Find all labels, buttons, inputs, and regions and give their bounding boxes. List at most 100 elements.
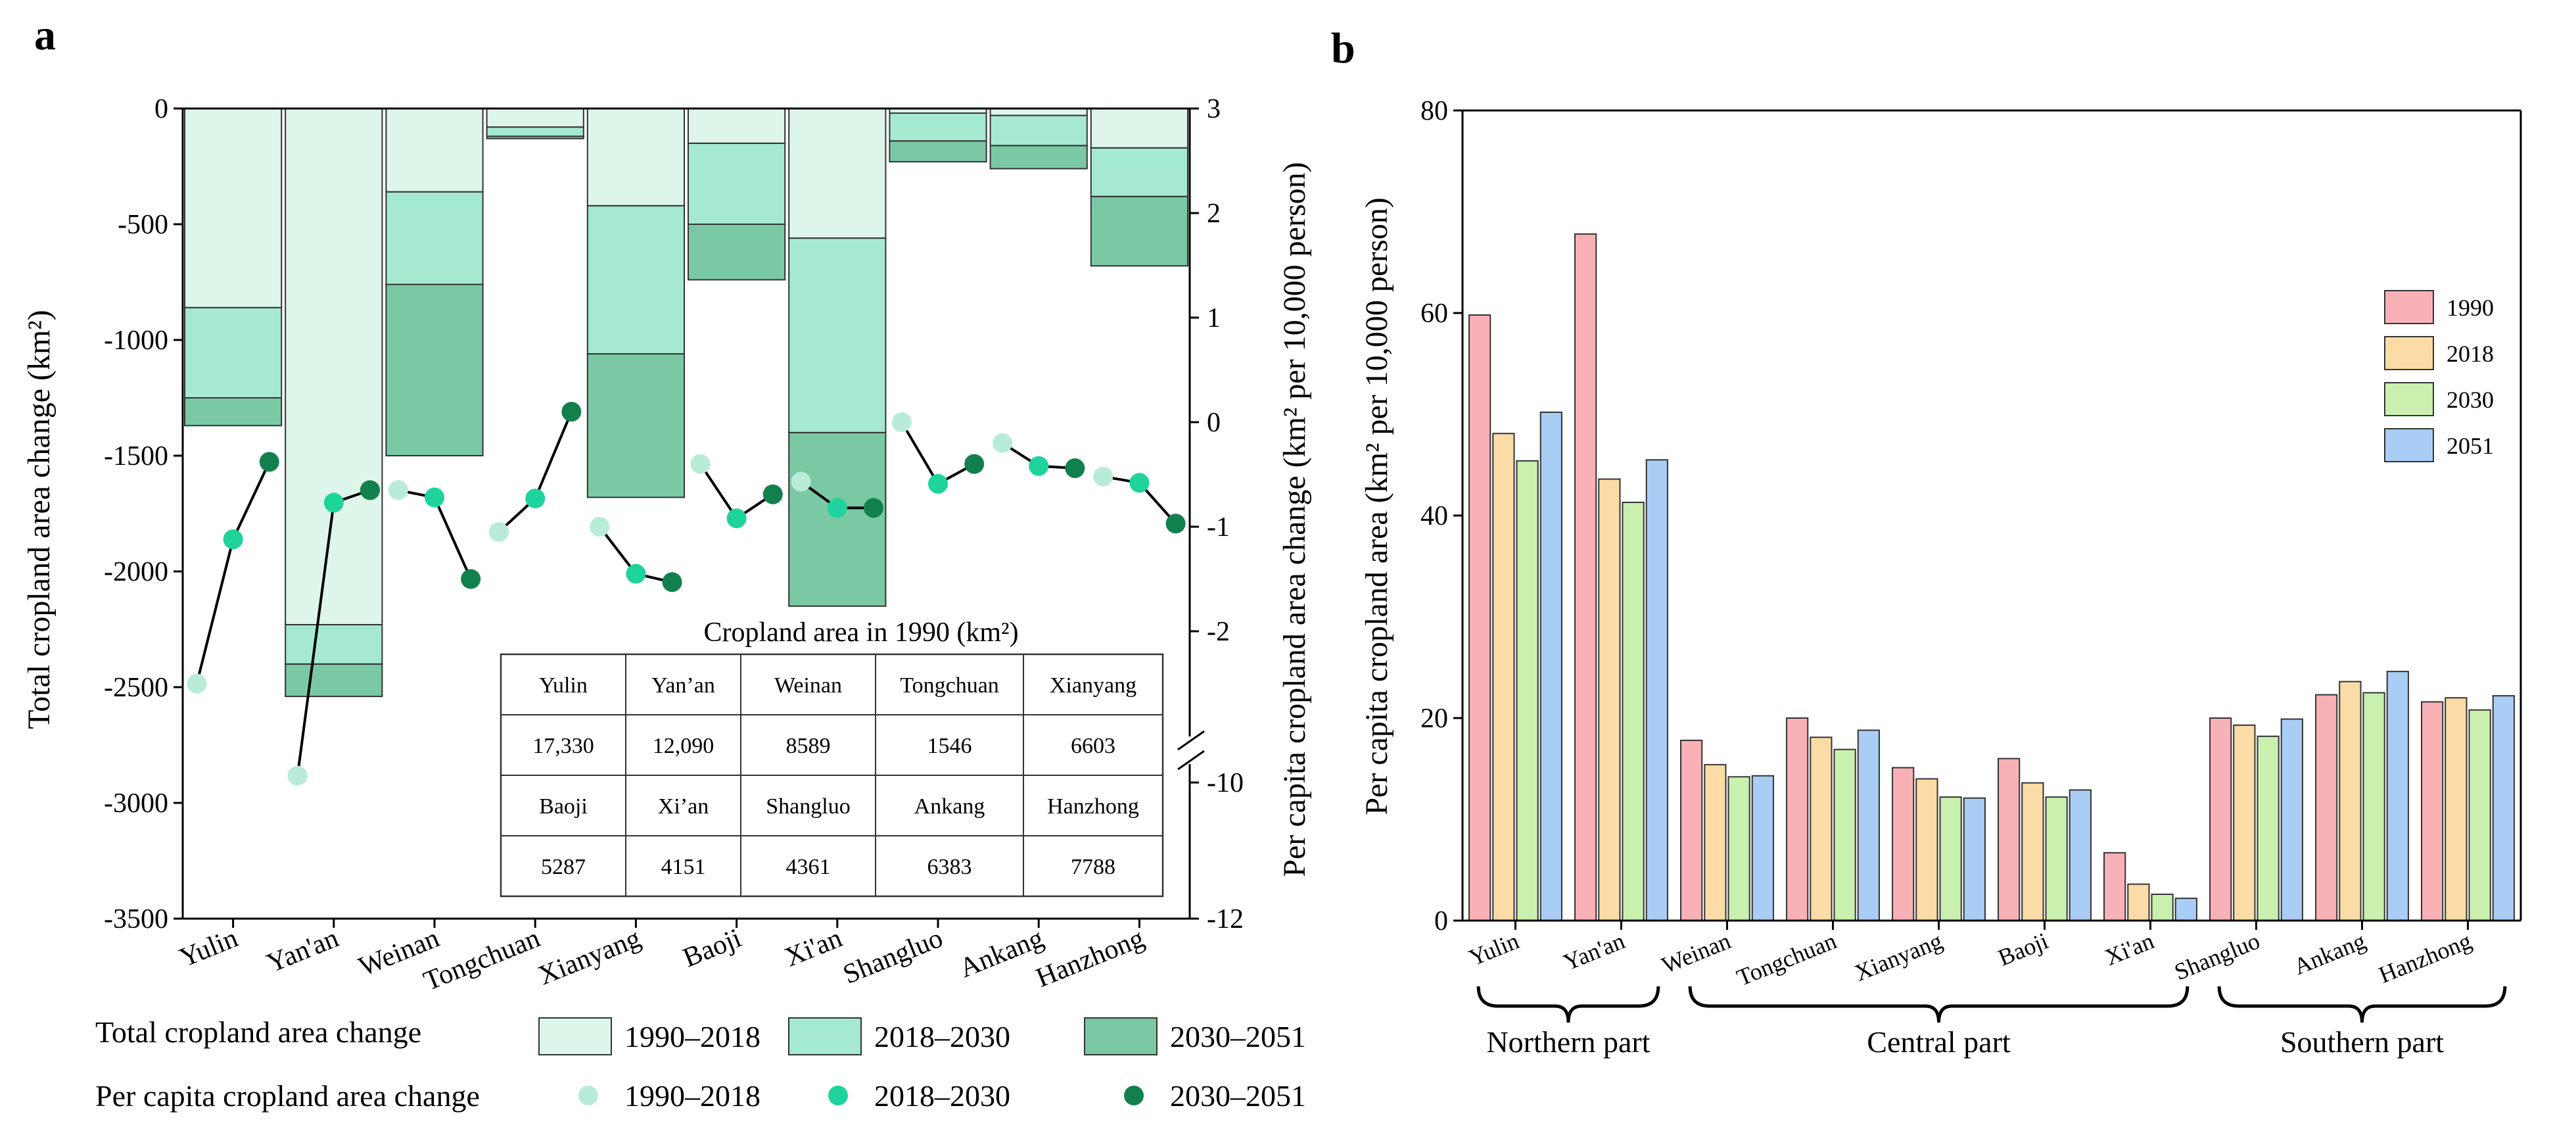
inset-table-cell: Yan’an <box>651 673 715 698</box>
bar-weinan-2030 <box>1727 776 1750 921</box>
bar-hanzhong-2051 <box>2492 695 2515 921</box>
bar-tongchuan-2051 <box>1857 729 1880 921</box>
bar-xianyang-2051 <box>1963 797 1986 922</box>
legend-bar-swatch-2018-2030 <box>788 1017 862 1055</box>
legend-bar-swatch-1990-2018 <box>538 1017 612 1055</box>
bar-xianyang-1990 <box>1892 767 1915 921</box>
group-label-southern-part: Southern part <box>2280 1025 2444 1059</box>
legend-bars-title: Total cropland area change <box>95 1015 421 1049</box>
bar-weinan-1990-2018 <box>385 108 484 193</box>
bar-hanzhong-1990-2018 <box>1090 108 1189 149</box>
inset-table-cell: 4361 <box>786 855 831 879</box>
inset-table-cell: 1546 <box>927 734 972 758</box>
b-x-tick-label: Ankang <box>2290 927 2370 980</box>
bar-xi-an-2051 <box>2174 898 2197 921</box>
a-y-tick-label: -2500 <box>104 673 168 703</box>
dot-hanzhong-2018-2030 <box>1129 473 1150 493</box>
axis-break-mark <box>1177 730 1205 751</box>
legend-swatch-2018 <box>2384 336 2434 370</box>
dot-hanzhong-1990-2018 <box>1093 466 1113 487</box>
inset-table-cell: Xianyang <box>1050 673 1136 698</box>
dot-baoji-1990-2018 <box>690 454 711 474</box>
legend-dot-swatch-2030-2051 <box>1124 1086 1144 1105</box>
inset-table-cell: 17,330 <box>532 734 594 758</box>
bar-xianyang-2018 <box>1915 778 1938 922</box>
bar-yulin-2030 <box>1516 460 1539 921</box>
bar-baoji-2051 <box>2069 789 2092 921</box>
b-x-tick-label: Tongchuan <box>1733 927 1840 991</box>
inset-table-cell: Xi’an <box>658 794 709 819</box>
legend-swatch-1990 <box>2384 290 2434 324</box>
per-capita-line-yulin <box>195 461 271 684</box>
panel-a-chart: Cropland area in 1990 (km²) Yulin Yan’an W… <box>22 94 1312 1113</box>
bar-hanzhong-1990 <box>2421 701 2444 921</box>
bar-xi-an-2030-2051 <box>788 431 887 607</box>
dot-yulin-2018-2030 <box>223 529 243 550</box>
a-x-tick-label: Yulin <box>176 923 243 974</box>
bar-yan-an-2030-2051 <box>285 663 383 698</box>
bar-yan-an-1990 <box>1574 233 1597 921</box>
a-x-tick-label: Shangluo <box>839 923 947 990</box>
per-capita-line-tongchuan <box>498 411 573 533</box>
b-y-tick-label: 40 <box>1420 501 1448 531</box>
bar-yan-an-2051 <box>1645 459 1668 921</box>
bar-xi-an-1990-2018 <box>788 108 887 239</box>
dot-yulin-2030-2051 <box>259 452 279 472</box>
bar-xi-an-2030 <box>2151 893 2174 921</box>
bar-baoji-2030-2051 <box>688 224 786 281</box>
a-y-tick-label: 0 <box>154 94 168 124</box>
dot-xi-an-2030-2051 <box>863 498 883 518</box>
b-bars-layer <box>1468 233 2515 922</box>
legend-label-2051: 2051 <box>2447 433 2494 459</box>
b-x-tick-label: Baoji <box>1994 927 2051 971</box>
dot-weinan-2030-2051 <box>461 569 481 589</box>
a-y2-tick-label: -1 <box>1207 512 1230 542</box>
b-x-tick-label: Shangluo <box>2170 927 2263 985</box>
dot-yan-an-2018-2030 <box>323 493 344 513</box>
inset-table: Cropland area in 1990 (km²) Yulin Yan’an W… <box>500 617 1164 898</box>
bar-tongchuan-2018-2030 <box>486 126 584 137</box>
a-dots-layer <box>187 402 1186 786</box>
a-y-tick-label: -3000 <box>104 788 168 819</box>
dot-weinan-2018-2030 <box>425 487 444 508</box>
b-legend: 1990 2018 2030 2051 <box>2384 290 2494 462</box>
inset-table-cell: 7788 <box>1071 855 1115 879</box>
bar-xianyang-2030 <box>1939 796 1962 921</box>
bar-tongchuan-2018 <box>1810 736 1833 921</box>
b-x-tick-label: Xianyang <box>1851 927 1946 986</box>
bar-shangluo-2030 <box>2257 735 2280 921</box>
inset-table-cell: Hanzhong <box>1047 794 1139 819</box>
dot-shangluo-2030-2051 <box>964 454 985 474</box>
legend-label-2030: 2030 <box>2447 387 2494 413</box>
axis-break-mark <box>1177 750 1205 771</box>
bar-weinan-2018-2030 <box>385 191 484 285</box>
dot-xianyang-1990-2018 <box>590 517 610 537</box>
dot-ankang-2018-2030 <box>1029 456 1049 476</box>
legend-dot-swatch-1990-2018 <box>578 1086 598 1105</box>
bar-hanzhong-2018-2030 <box>1090 147 1189 197</box>
dot-tongchuan-1990-2018 <box>489 521 509 542</box>
bar-xianyang-2030-2051 <box>586 353 685 498</box>
brace-southern-part <box>2217 986 2507 1023</box>
bar-yan-an-1990-2018 <box>285 108 383 625</box>
group-label-northern-part: Northern part <box>1486 1025 1650 1059</box>
bar-baoji-2018-2030 <box>688 142 786 225</box>
dot-xi-an-1990-2018 <box>791 471 811 492</box>
inset-table-cell: Weinan <box>774 673 842 698</box>
a-y-tick-label: -2000 <box>104 557 168 587</box>
dot-ankang-2030-2051 <box>1065 458 1085 478</box>
group-label-central-part: Central part <box>1867 1025 2011 1059</box>
a-bars-layer <box>184 108 1189 698</box>
dot-yulin-1990-2018 <box>187 673 207 694</box>
a-y-tick-label: -1000 <box>104 325 168 356</box>
dot-hanzhong-2030-2051 <box>1165 514 1186 534</box>
bar-xi-an-2018-2030 <box>788 237 887 433</box>
b-y-tick-label: 60 <box>1420 299 1448 329</box>
legend-dot-swatch-2018-2030 <box>828 1086 848 1105</box>
inset-table-cell: 6603 <box>1071 734 1115 758</box>
inset-table-cell: Shangluo <box>766 794 850 819</box>
dot-shangluo-2018-2030 <box>928 473 948 494</box>
a-y2-tick-label: -10 <box>1207 768 1244 798</box>
bar-ankang-1990 <box>2315 694 2338 921</box>
bar-weinan-2030-2051 <box>385 283 484 456</box>
